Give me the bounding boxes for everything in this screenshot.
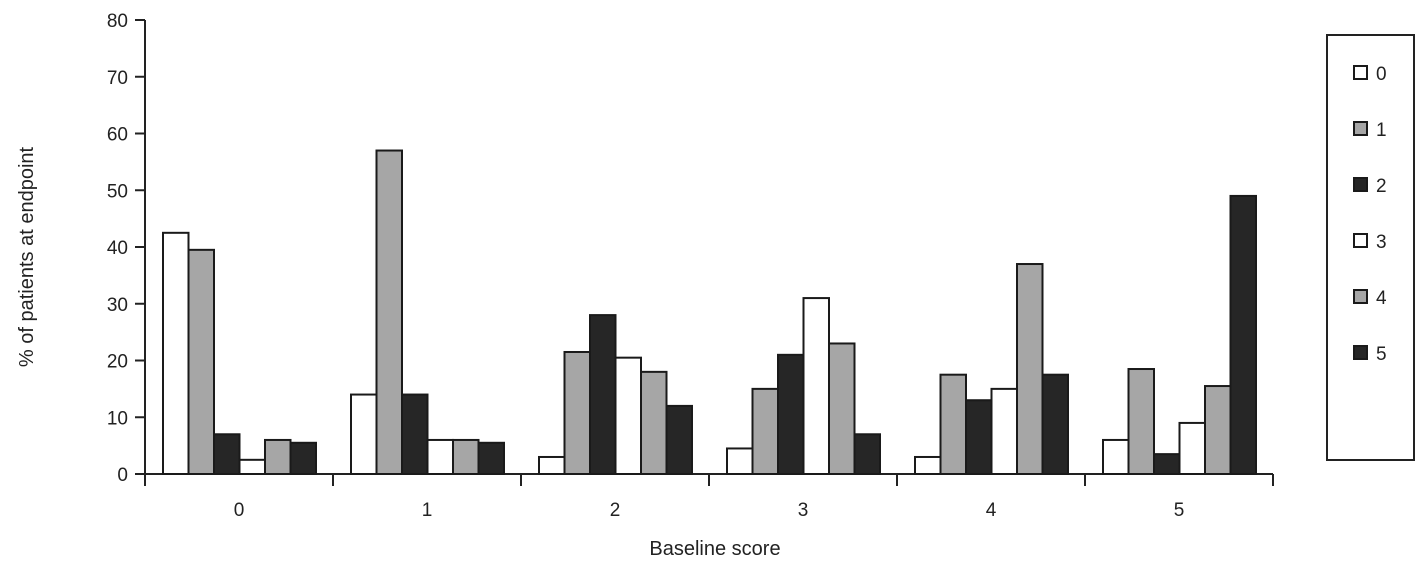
- bar-cat3-series0: [726, 447, 754, 475]
- bar-cat3-series2: [777, 353, 805, 476]
- legend-swatch-1: [1353, 121, 1368, 136]
- y-tick-label: 80: [107, 11, 128, 32]
- legend-swatch-0: [1353, 65, 1368, 80]
- bar-cat5-series3: [1178, 421, 1206, 475]
- y-tick-label: 40: [107, 238, 128, 259]
- y-tick-label: 20: [107, 352, 128, 373]
- bar-cat3-series3: [802, 297, 830, 476]
- legend-swatch-2: [1353, 177, 1368, 192]
- x-tick-label: 4: [986, 500, 997, 521]
- legend-label-0: 0: [1376, 64, 1387, 85]
- bar-cat2-series2: [589, 314, 617, 475]
- y-tick-label: 60: [107, 125, 128, 146]
- bar-cat4-series3: [990, 387, 1018, 475]
- bar-cat4-series5: [1041, 373, 1069, 475]
- y-tick-label: 70: [107, 68, 128, 89]
- legend-label-4: 4: [1376, 288, 1387, 309]
- bars: [162, 149, 1257, 476]
- bar-cat5-series4: [1204, 385, 1232, 476]
- bar-cat0-series4: [264, 438, 292, 476]
- x-tick-label: 1: [422, 500, 433, 521]
- bar-cat5-series5: [1229, 194, 1257, 476]
- bar-cat1-series2: [401, 393, 429, 475]
- legend-label-2: 2: [1376, 176, 1387, 197]
- x-axis-title: Baseline score: [649, 538, 780, 560]
- bar-cat2-series1: [563, 350, 591, 475]
- bar-cat1-series3: [426, 438, 454, 476]
- bar-cat4-series0: [914, 455, 942, 476]
- y-tick-label: 10: [107, 408, 128, 429]
- x-tick-label: 0: [234, 500, 245, 521]
- y-axis: 0 10 20 30 40 50 60 70 80: [107, 11, 146, 486]
- bar-cat3-series1: [751, 387, 779, 475]
- bar-cat0-series3: [238, 458, 266, 475]
- bar-cat1-series1: [375, 149, 403, 475]
- y-tick-label: 50: [107, 181, 128, 202]
- bar-cat2-series5: [665, 404, 693, 475]
- x-tick-label: 3: [798, 500, 809, 521]
- legend-label-3: 3: [1376, 232, 1387, 253]
- bar-cat4-series1: [939, 373, 967, 475]
- bar-cat4-series4: [1016, 263, 1044, 475]
- x-tick-label: 5: [1174, 500, 1185, 521]
- bar-cat3-series5: [853, 433, 881, 475]
- y-tick-label: 0: [117, 465, 128, 486]
- bar-cat0-series5: [289, 441, 317, 476]
- bar-cat2-series4: [640, 370, 668, 476]
- legend-swatch-3: [1353, 233, 1368, 248]
- legend-box: [1326, 34, 1415, 461]
- x-tick-label: 2: [610, 500, 621, 521]
- legend: 0 1 2 3 4 5: [1326, 34, 1415, 461]
- bar-cat0-series2: [213, 433, 241, 475]
- bar-cat0-series1: [187, 248, 215, 475]
- x-axis: 0 1 2 3 4 5: [144, 473, 1274, 521]
- y-axis-title: % of patients at endpoint: [16, 146, 38, 367]
- bar-cat4-series2: [965, 399, 993, 476]
- bar-cat2-series3: [614, 356, 642, 476]
- y-tick-label: 30: [107, 295, 128, 316]
- bar-cat0-series0: [162, 231, 190, 475]
- legend-swatch-4: [1353, 289, 1368, 304]
- legend-label-1: 1: [1376, 120, 1387, 141]
- bar-cat2-series0: [538, 455, 566, 476]
- bar-cat5-series1: [1127, 368, 1155, 476]
- bar-cat1-series0: [350, 393, 378, 475]
- bar-cat5-series0: [1102, 438, 1130, 476]
- bar-cat5-series2: [1153, 453, 1181, 476]
- bar-cat1-series4: [452, 438, 480, 476]
- legend-label-5: 5: [1376, 344, 1387, 365]
- legend-swatch-5: [1353, 345, 1368, 360]
- bar-cat3-series4: [828, 342, 856, 475]
- bar-cat1-series5: [477, 441, 505, 476]
